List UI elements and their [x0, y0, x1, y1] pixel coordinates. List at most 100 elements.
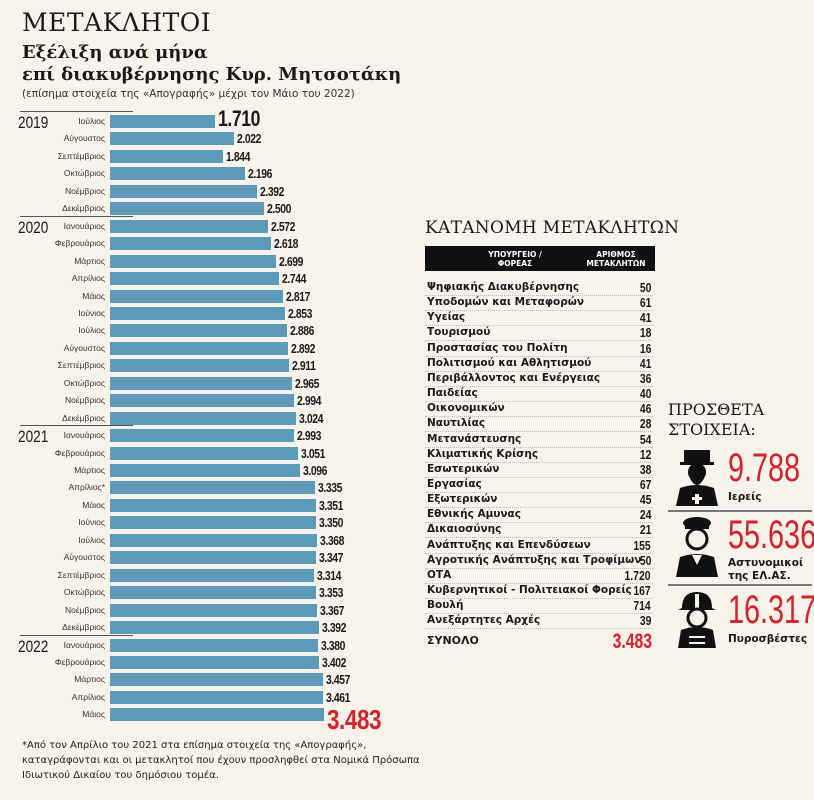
- month-label: Οκτώβριος: [63, 168, 105, 179]
- month-label: Ιούνιος: [78, 307, 105, 318]
- appointee-count: 1.720: [624, 567, 651, 583]
- bar: [110, 464, 301, 477]
- bar-row: Αύγουστος 3.347: [0, 549, 420, 566]
- ministry-name: Εσωτερικών: [427, 462, 500, 475]
- data-label: 3.392: [321, 620, 346, 636]
- ministry-name: Υγείας: [427, 311, 466, 324]
- data-label: 2.853: [288, 305, 313, 321]
- stat-label-line: της ΕΛ.ΑΣ.: [728, 570, 791, 582]
- bar: [110, 603, 318, 617]
- bar: [110, 184, 258, 198]
- appointee-count: 28: [639, 416, 651, 432]
- ministry-name: Ναυτιλίας: [427, 417, 486, 430]
- appointee-count: 46: [639, 401, 651, 417]
- month-label: Σεπτέμβριος: [57, 569, 105, 580]
- data-label: 2.994: [297, 393, 322, 409]
- bar: [110, 149, 224, 163]
- stat-police: 55.636 Αστυνομικοί της ΕΛ.ΑΣ.: [668, 515, 814, 585]
- appointee-count: 24: [639, 507, 651, 523]
- bar-row: Οκτώβριος 2.965: [0, 375, 420, 392]
- page-title: ΜΕΤΑΚΛΗΤΟΙ: [22, 8, 212, 37]
- bar-row: Μάιος 3.351: [0, 497, 420, 514]
- header-text: ΥΠΟΥΡΓΕΙΟ /: [488, 250, 542, 259]
- appointee-count: 16: [639, 340, 651, 356]
- bar-row: Αύγουστος 2.022: [0, 130, 420, 147]
- month-label: Σεπτέμβριος: [57, 150, 105, 161]
- bar: [110, 219, 269, 233]
- bar: [110, 621, 319, 635]
- year-label: 2022: [18, 636, 49, 656]
- month-label: Μάιος: [82, 709, 105, 720]
- month-label: Απρίλιος: [71, 273, 105, 284]
- table-row: Παιδείας 40: [425, 386, 653, 403]
- data-label: 3.461: [325, 689, 350, 705]
- table-row: Τουρισμού 18: [425, 325, 653, 342]
- appointee-count: 41: [639, 355, 651, 371]
- bar-row: Σεπτέμβριος 1.844: [0, 148, 420, 165]
- ministry-name: Μετανάστευσης: [427, 432, 522, 445]
- column-header-count: ΑΡΙΘΜΟΣ ΜΕΤΑΚΛΗΤΩΝ: [581, 250, 651, 268]
- bar-row: Νοέμβριος 3.367: [0, 602, 420, 619]
- bar-row: Δεκέμβριος 3.392: [0, 619, 420, 636]
- ministry-name: Κυβερνητικοί - Πολιτειακοί Φορείς: [427, 584, 632, 596]
- ministry-name: Αγροτικής Ανάπτυξης και Τροφίμων: [427, 553, 642, 566]
- table-row: Υποδομών και Μεταφορών 61: [425, 295, 653, 312]
- appointee-count: 45: [639, 492, 651, 508]
- month-label: Απρίλιος*: [68, 482, 105, 493]
- ministry-name: ΟΤΑ: [427, 568, 452, 581]
- bar-row: Δεκέμβριος 3.024: [0, 410, 420, 427]
- ministry-name: Δικαιοσύνης: [427, 523, 502, 536]
- ministry-name: Εργασίας: [427, 477, 482, 490]
- priest-icon: [676, 450, 718, 506]
- table-row: Κλιματικής Κρίσης 12: [425, 447, 653, 463]
- appointee-count: 155: [633, 537, 651, 553]
- appointee-count: 39: [639, 613, 651, 629]
- data-label: 2.744: [281, 271, 306, 287]
- month-label: Απρίλιος: [71, 691, 105, 702]
- appointee-count: 38: [639, 461, 651, 477]
- month-label: Μάιος: [82, 499, 105, 510]
- data-label: 3.380: [320, 637, 345, 653]
- bar: [110, 481, 316, 495]
- ministry-name: Πολιτισμού και Αθλητισμού: [427, 356, 592, 369]
- data-label: 2.022: [237, 131, 262, 147]
- month-label: Αύγουστος: [63, 342, 105, 353]
- stat-label: Πυροσβέστες: [728, 633, 808, 645]
- year-label: 2021: [18, 427, 49, 447]
- bar: [110, 446, 298, 460]
- data-label: 2.618: [274, 236, 299, 252]
- data-label: 3.314: [316, 567, 341, 583]
- bar: [110, 324, 288, 338]
- month-label: Σεπτέμβριος: [57, 360, 105, 371]
- stat-label: Αστυνομικοί της ΕΛ.ΑΣ.: [728, 557, 803, 583]
- month-label: Φεβρουάριος: [54, 656, 105, 667]
- table-row: Υγείας 41: [425, 310, 653, 327]
- bar: [110, 167, 246, 181]
- divider: [668, 510, 812, 512]
- data-label: 2.965: [295, 375, 320, 391]
- month-label: Αύγουστος: [63, 133, 105, 144]
- data-label: 2.699: [278, 253, 304, 269]
- table-title: ΚΑΤΑΝΟΜΗ ΜΕΤΑΚΛΗΤΩΝ: [425, 218, 680, 238]
- appointee-count: 18: [639, 325, 651, 341]
- bar: [110, 516, 317, 530]
- ministry-name: Ανάπτυξης και Επενδύσεων: [427, 538, 591, 551]
- bar: [110, 708, 325, 722]
- bar: [110, 533, 318, 547]
- month-label: Μάρτιος: [74, 465, 105, 475]
- bar: [110, 551, 316, 565]
- bar: [110, 673, 323, 687]
- data-label: 3.350: [319, 515, 344, 531]
- appointee-count: 67: [639, 476, 651, 492]
- table-row: Οικονομικών 46: [425, 401, 653, 418]
- data-label: 3.051: [300, 445, 325, 461]
- table-row: Μετανάστευσης 54: [425, 432, 653, 448]
- ministry-name: Τουρισμού: [427, 326, 491, 339]
- appointee-count: 41: [639, 310, 651, 326]
- stat-value: 9.788: [728, 446, 801, 490]
- ministry-name: Προστασίας του Πολίτη: [427, 341, 568, 354]
- bar-row: Φεβρουάριος 3.051: [0, 445, 420, 462]
- table-row: ΟΤΑ 1.720: [425, 568, 653, 584]
- data-label: 1.844: [226, 148, 251, 164]
- bar-row: Νοέμβριος 2.994: [0, 392, 420, 409]
